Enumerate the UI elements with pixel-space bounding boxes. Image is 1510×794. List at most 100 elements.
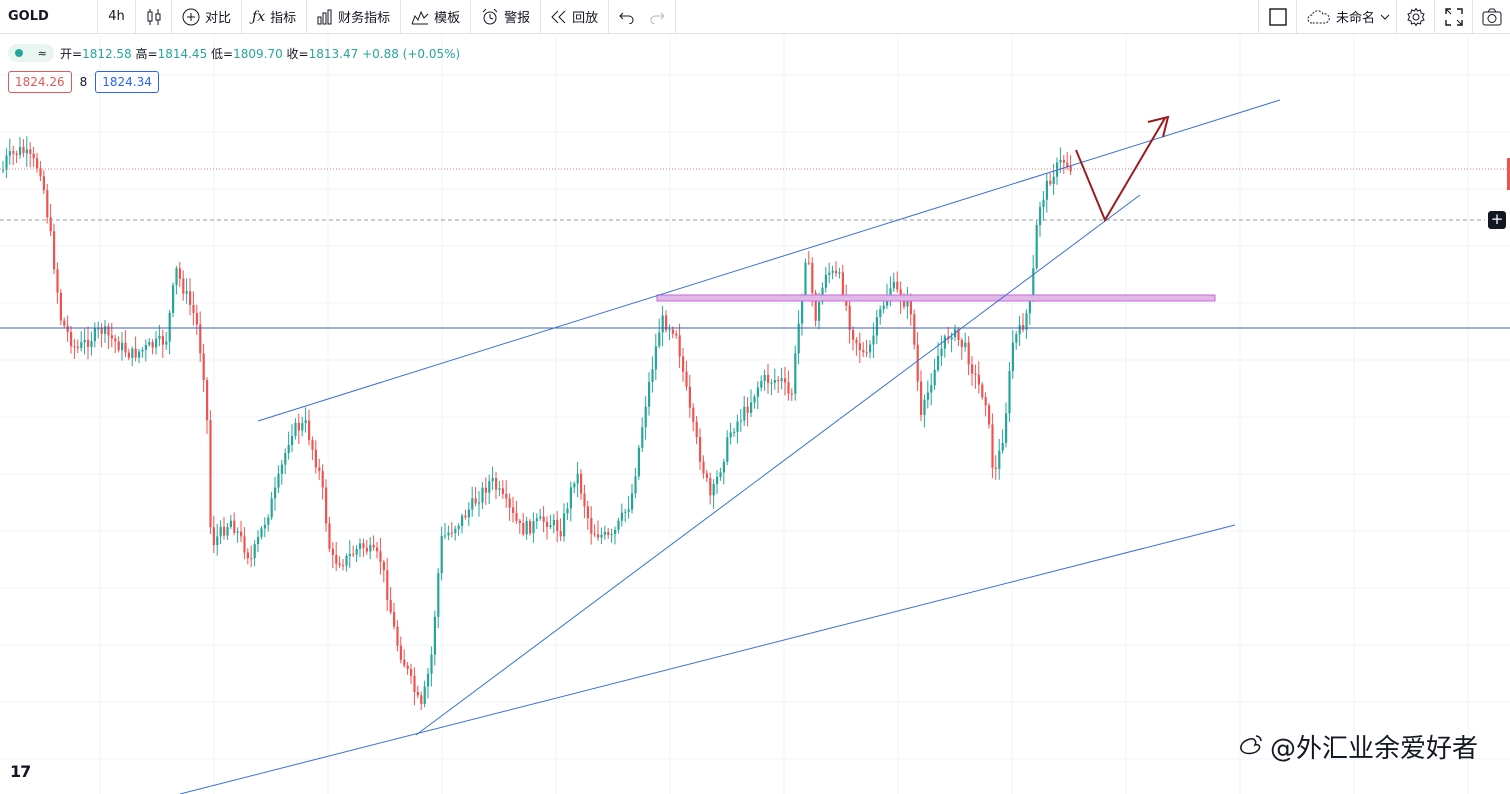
- interval-button[interactable]: 4h: [98, 0, 136, 34]
- candle-body: [280, 464, 283, 474]
- candle-body: [433, 616, 436, 655]
- candle-body: [369, 544, 372, 552]
- candle-body: [892, 281, 895, 289]
- fullscreen-icon: [1444, 7, 1463, 26]
- candle-body: [831, 270, 834, 273]
- candle-body: [46, 190, 49, 218]
- candle-body: [692, 407, 695, 422]
- candle-body: [569, 487, 572, 509]
- candle-body: [495, 478, 498, 490]
- redo-icon[interactable]: [649, 10, 665, 24]
- candle-body: [1008, 371, 1011, 414]
- candle-body: [811, 262, 814, 293]
- upper-channel-trendline: [257, 99, 1281, 422]
- candle-body: [760, 380, 763, 388]
- candle-body: [586, 506, 589, 519]
- candle-body: [93, 328, 96, 342]
- candle-body: [134, 348, 137, 358]
- candle-body: [869, 344, 872, 353]
- projection-arrow-head: [1147, 115, 1170, 138]
- candle-body: [331, 548, 334, 555]
- chart-pane[interactable]: [0, 35, 1510, 794]
- candle-body: [580, 473, 583, 494]
- candle-body: [675, 333, 678, 336]
- chart-type-button[interactable]: [136, 0, 172, 34]
- candle-body: [974, 373, 977, 375]
- candle-body: [1022, 324, 1025, 330]
- candle-body: [172, 285, 175, 313]
- spread-value: 8: [79, 75, 88, 89]
- candle-body: [165, 341, 168, 345]
- templates-button[interactable]: 模板: [401, 0, 472, 34]
- candle-body: [250, 558, 253, 560]
- candle-body: [828, 272, 831, 275]
- candle-body: [525, 521, 528, 535]
- candle-body: [688, 386, 691, 408]
- candle-body: [488, 481, 491, 493]
- candle-body: [753, 396, 756, 403]
- candle-body: [372, 544, 375, 548]
- candle-body: [981, 384, 984, 398]
- legend-toggle[interactable]: ≈: [8, 44, 54, 62]
- symbol-search-button[interactable]: GOLD: [0, 0, 98, 34]
- snapshot-button[interactable]: [1472, 0, 1510, 34]
- candle-body: [338, 563, 341, 566]
- candle-body: [790, 393, 793, 395]
- candle-body: [223, 526, 226, 536]
- candle-body: [464, 515, 467, 518]
- candle-body: [410, 668, 413, 676]
- candle-body: [1042, 199, 1045, 208]
- lower-channel-trendline: [179, 524, 1236, 794]
- candle-body: [219, 526, 222, 537]
- candle-body: [100, 328, 103, 334]
- indicators-button[interactable]: ƒx 指标: [242, 0, 308, 34]
- candle-body: [301, 423, 304, 431]
- candle-body: [1001, 442, 1004, 451]
- buy-price-box[interactable]: 1824.34: [95, 71, 159, 93]
- financials-button[interactable]: 财务指标: [307, 0, 402, 34]
- alarm-icon: [481, 8, 499, 26]
- candle-body: [940, 348, 943, 357]
- candle-body: [202, 353, 205, 381]
- candle-body: [593, 533, 596, 535]
- candle-body: [76, 346, 79, 348]
- layout-name-button[interactable]: 未命名: [1296, 0, 1396, 34]
- candle-body: [994, 467, 997, 469]
- gear-icon: [1406, 7, 1426, 27]
- candle-body: [634, 476, 637, 494]
- candle-body: [865, 352, 868, 354]
- candle-body: [335, 554, 338, 564]
- compare-toggle-icon: ≈: [37, 46, 47, 60]
- chart-canvas[interactable]: [0, 35, 1510, 794]
- settings-button[interactable]: [1396, 0, 1434, 34]
- candle-body: [393, 612, 396, 627]
- candle-body: [141, 349, 144, 352]
- fullscreen-button[interactable]: [1434, 0, 1472, 34]
- candle-body: [644, 406, 647, 428]
- candle-body: [359, 543, 362, 549]
- candle-body: [682, 356, 685, 372]
- undo-icon[interactable]: [619, 10, 635, 24]
- fx-icon: ƒx: [252, 8, 266, 25]
- candle-body: [712, 483, 715, 496]
- interval-label: 4h: [108, 9, 125, 24]
- replay-button[interactable]: 回放: [541, 0, 610, 34]
- compare-button[interactable]: 对比: [172, 0, 243, 34]
- layout-toggle-button[interactable]: [1258, 0, 1296, 34]
- candle-body: [896, 281, 899, 290]
- candle-body: [498, 488, 501, 490]
- candle-body: [168, 312, 171, 342]
- candle-body: [8, 151, 11, 156]
- add-price-level-button[interactable]: +: [1488, 211, 1506, 229]
- candle-body: [267, 517, 270, 525]
- alert-button[interactable]: 警报: [471, 0, 542, 34]
- candle-body: [2, 169, 5, 171]
- candle-body: [957, 329, 960, 341]
- candle-body: [117, 341, 120, 351]
- candle-body: [70, 331, 73, 347]
- candle-body: [501, 488, 504, 494]
- price-scale-marker: [1507, 158, 1510, 190]
- sell-price-box[interactable]: 1824.26: [8, 71, 72, 93]
- candle-body: [1062, 159, 1065, 163]
- candle-body: [539, 516, 542, 519]
